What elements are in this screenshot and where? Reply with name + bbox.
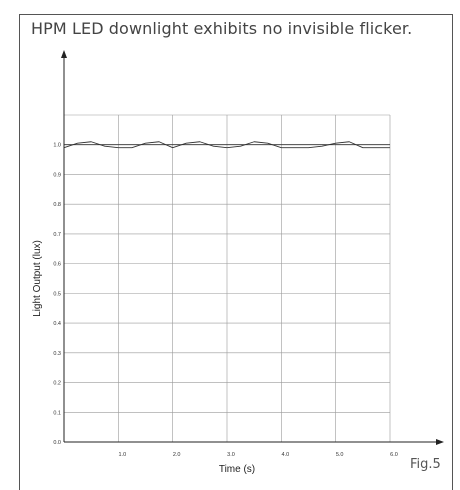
y-tick-label: 0.4 <box>53 321 61 327</box>
y-tick-label: 0.1 <box>53 410 61 416</box>
y-tick-label: 0.7 <box>53 232 61 238</box>
axes <box>61 50 444 445</box>
figure-frame <box>19 14 453 490</box>
y-tick-label: 0.0 <box>53 440 61 446</box>
y-tick-label: 0.6 <box>53 262 61 268</box>
x-tick-label: 6.0 <box>390 452 398 458</box>
y-tick-label: 0.8 <box>53 202 61 208</box>
y-tick-label: 1.0 <box>53 143 61 149</box>
x-tick-label: 3.0 <box>227 452 235 458</box>
tick-labels: 0.0 0.1 0.2 0.3 0.4 0.5 0.6 0.7 0.8 0.9 1.0 1.0 2.0 3… <box>53 143 397 458</box>
y-tick-label: 0.3 <box>53 351 61 357</box>
figure-number: Fig.5 <box>410 457 441 472</box>
y-tick-label: 0.2 <box>53 381 61 387</box>
y-axis-arrow <box>61 50 67 58</box>
x-tick-label: 1.0 <box>119 452 127 458</box>
series-line <box>63 141 390 149</box>
x-axis-arrow <box>436 439 444 445</box>
y-tick-label: 0.5 <box>53 291 61 297</box>
x-axis-label: Time (s) <box>219 464 255 475</box>
grid-lines <box>64 114 391 443</box>
x-tick-label: 5.0 <box>336 452 344 458</box>
x-tick-label: 4.0 <box>282 452 290 458</box>
x-tick-label: 2.0 <box>173 452 181 458</box>
y-tick-label: 0.9 <box>53 172 61 178</box>
series-lines <box>63 141 390 149</box>
figure-caption: HPM LED downlight exhibits no invisible … <box>31 19 413 38</box>
y-axis-label: Light Output (lux) <box>32 240 43 317</box>
